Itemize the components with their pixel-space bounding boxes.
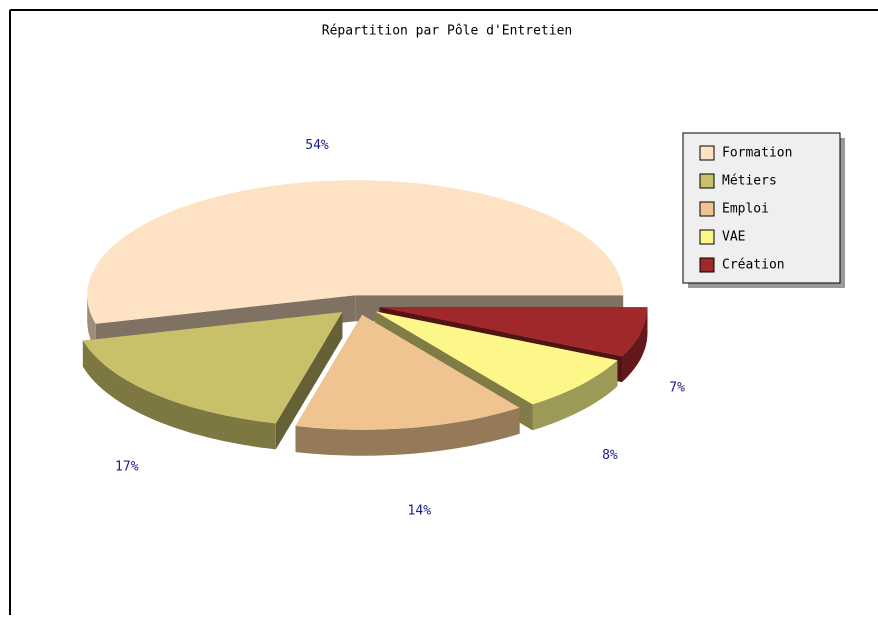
legend: Formation Métiers Emploi VAE Création	[699, 145, 792, 273]
slice-side	[295, 407, 520, 456]
slice	[82, 312, 343, 424]
slice	[87, 180, 624, 324]
slice	[375, 311, 618, 405]
legend-label: Emploi	[722, 202, 769, 217]
slice	[295, 314, 520, 430]
legend-label: Création	[722, 258, 785, 273]
data-label: 17%	[115, 459, 139, 474]
legend-swatch	[699, 173, 715, 189]
data-label: 8%	[602, 448, 618, 463]
slice-side	[82, 340, 276, 450]
data-label: 7%	[669, 381, 685, 396]
slice	[379, 307, 648, 357]
slice-side	[622, 307, 648, 383]
legend-swatch	[699, 229, 715, 245]
legend-swatch	[699, 201, 715, 217]
pie: 54% 17% 14% 8% 7%	[82, 138, 685, 519]
legend-swatch	[699, 145, 715, 161]
slice-side	[87, 295, 96, 350]
legend-swatch	[699, 257, 715, 273]
slice-side	[532, 360, 618, 431]
legend-label: Formation	[722, 146, 792, 161]
legend-label: VAE	[722, 230, 745, 245]
legend-label: Métiers	[722, 174, 777, 189]
slice-side	[275, 312, 343, 450]
chart-title: Répartition par Pôle d'Entretien	[322, 24, 572, 39]
data-label: 14%	[408, 504, 432, 519]
data-label: 54%	[305, 138, 329, 153]
